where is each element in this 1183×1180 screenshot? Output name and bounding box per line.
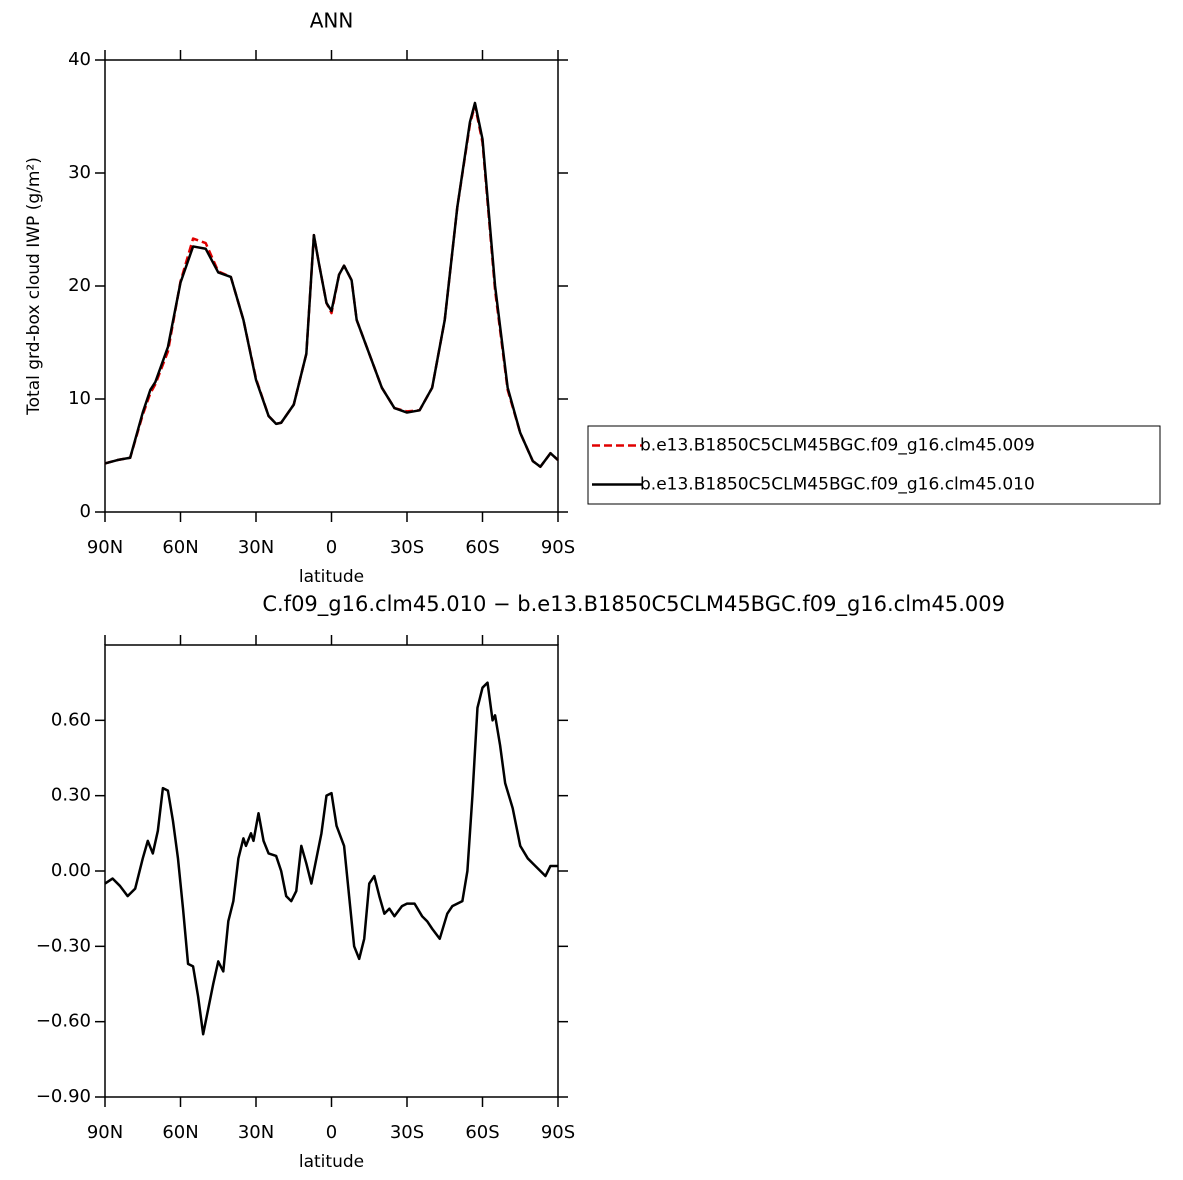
x-tick-label: 0 (326, 1122, 337, 1143)
y-tick-label: 20 (68, 275, 91, 296)
x-tick-label: 30S (390, 537, 424, 558)
y-tick-label: 0.00 (51, 860, 91, 881)
legend-label: b.e13.B1850C5CLM45BGC.f09_g16.clm45.010 (640, 475, 1035, 495)
y-tick-label: 10 (68, 388, 91, 409)
y-tick-label: −0.90 (36, 1086, 91, 1107)
x-tick-label: 60N (162, 537, 198, 558)
x-tick-label: 30N (238, 537, 274, 558)
x-tick-label: 90S (541, 1122, 575, 1143)
chart-title: C.f09_g16.clm45.010 − b.e13.B1850C5CLM45… (262, 592, 1005, 617)
x-tick-label: 60N (162, 1122, 198, 1143)
x-axis-label: latitude (299, 1152, 364, 1172)
x-tick-label: 0 (326, 537, 337, 558)
x-axis-label: latitude (299, 567, 364, 587)
data-line (104, 101, 559, 469)
x-tick-label: 90S (541, 537, 575, 558)
plot-frame (104, 644, 559, 1098)
legend-box (587, 425, 1161, 505)
x-tick-label: 60S (465, 1122, 499, 1143)
x-tick-label: 90N (87, 1122, 123, 1143)
data-line (104, 103, 559, 469)
plot-frame (104, 59, 559, 513)
y-tick-label: 40 (68, 49, 91, 70)
x-tick-label: 90N (87, 537, 123, 558)
x-tick-label: 30N (238, 1122, 274, 1143)
y-tick-label: 30 (68, 162, 91, 183)
y-tick-label: 0 (80, 501, 91, 522)
x-tick-label: 60S (465, 537, 499, 558)
y-tick-label: 0.60 (51, 709, 91, 730)
y-tick-label: −0.60 (36, 1011, 91, 1032)
data-line (104, 681, 558, 1036)
chart-title: ANN (310, 9, 354, 33)
y-axis-label: Total grd-box cloud IWP (g/m²) (24, 157, 44, 416)
y-tick-label: 0.30 (51, 785, 91, 806)
x-tick-label: 30S (390, 1122, 424, 1143)
legend-label: b.e13.B1850C5CLM45BGC.f09_g16.clm45.009 (640, 436, 1035, 456)
y-tick-label: −0.30 (36, 935, 91, 956)
